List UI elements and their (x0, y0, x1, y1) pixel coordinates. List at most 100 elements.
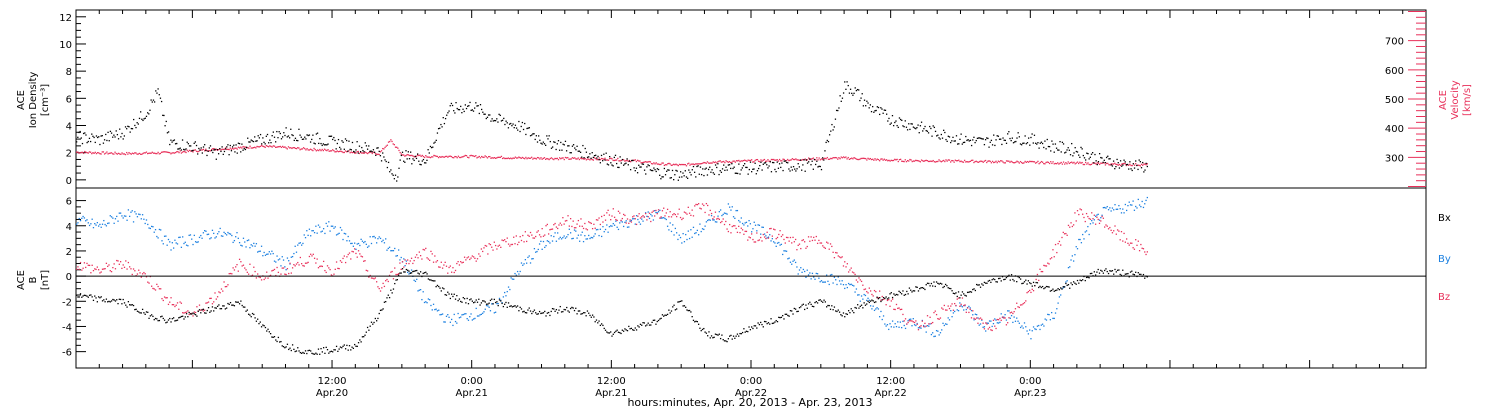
data-point-bx (682, 305, 684, 307)
data-point-ion-density (1039, 142, 1041, 144)
data-point-by (641, 218, 643, 220)
data-point-ion-density (140, 111, 142, 113)
data-point-ion-density (698, 173, 700, 175)
data-point-by (542, 240, 545, 243)
data-point-bz (628, 222, 630, 225)
data-point-by (529, 262, 532, 264)
data-point-bz (1017, 306, 1019, 308)
data-point-bx (917, 290, 920, 292)
data-point-ion-density (477, 105, 479, 107)
data-point-by (163, 235, 166, 237)
data-point-bx (709, 337, 711, 339)
data-point-bz (409, 260, 411, 262)
data-point-ion-density (1094, 153, 1096, 156)
data-point-ion-density (1055, 147, 1058, 149)
data-point-bz (158, 288, 161, 290)
data-point-by (1093, 219, 1095, 221)
data-point-bx (877, 298, 880, 300)
data-point-velocity (877, 158, 880, 161)
data-point-bz (855, 279, 858, 281)
data-point-bz (807, 236, 810, 238)
data-point-bx (885, 296, 887, 298)
data-point-bz (712, 218, 714, 220)
data-point-velocity (939, 160, 941, 162)
data-point-bx (912, 290, 914, 292)
data-point-ion-density (855, 89, 858, 92)
data-point-bz (952, 309, 955, 311)
data-point-velocity (298, 147, 300, 149)
data-point-velocity (767, 159, 769, 161)
data-point-ion-density (377, 147, 379, 149)
data-point-velocity (332, 149, 334, 151)
data-point-by (932, 332, 934, 334)
data-point-ion-density (938, 137, 940, 139)
data-point-by (846, 286, 848, 289)
data-point-bz (1074, 212, 1076, 214)
data-point-by (250, 244, 252, 246)
data-point-velocity (290, 147, 292, 149)
data-point-bx (986, 282, 988, 284)
data-point-bx (444, 293, 446, 296)
data-point-ion-density (950, 141, 952, 144)
data-point-ion-density (257, 135, 259, 137)
data-point-velocity (1072, 162, 1074, 164)
data-point-by (131, 210, 133, 212)
data-point-bz (1016, 302, 1018, 304)
data-point-bx (1048, 286, 1050, 288)
data-point-by (286, 257, 289, 259)
data-point-velocity (849, 158, 852, 160)
data-point-ion-density (280, 138, 283, 140)
data-point-ion-density (588, 156, 590, 158)
data-point-bz (910, 320, 912, 322)
data-point-bz (272, 269, 274, 271)
data-point-bz (109, 270, 111, 272)
data-point-by (959, 302, 961, 304)
data-point-velocity (1045, 161, 1047, 164)
data-point-ion-density (440, 123, 442, 126)
data-point-velocity (968, 161, 970, 163)
data-point-bz (1041, 270, 1044, 273)
data-point-velocity (676, 164, 678, 166)
data-point-by (990, 320, 992, 322)
data-point-by (1058, 296, 1061, 298)
data-point-bz (1010, 311, 1013, 313)
data-point-ion-density (412, 158, 414, 160)
data-point-velocity (1043, 162, 1045, 165)
data-point-bz (496, 248, 498, 250)
data-point-by (223, 231, 225, 234)
data-point-bz (1007, 322, 1009, 324)
data-point-velocity (136, 153, 138, 155)
data-point-velocity (1121, 163, 1123, 165)
data-point-by (109, 215, 111, 217)
data-point-ion-density (557, 140, 560, 142)
data-point-bz (417, 257, 419, 259)
data-point-ion-density (1095, 160, 1097, 162)
data-point-bz (567, 215, 569, 217)
data-point-velocity (795, 158, 797, 160)
data-point-ion-density (1005, 142, 1008, 144)
data-point-bx (1062, 286, 1064, 288)
data-point-ion-density (618, 166, 620, 169)
data-point-ion-density (437, 127, 440, 130)
data-point-bx (148, 317, 150, 319)
data-point-bz (613, 216, 616, 218)
data-point-bx (1113, 273, 1115, 275)
data-point-by (729, 206, 731, 208)
data-point-bx (153, 319, 155, 321)
data-point-bz (1012, 312, 1014, 315)
data-point-bz (166, 297, 168, 299)
data-point-bz (1013, 311, 1015, 313)
data-point-velocity (1032, 161, 1034, 163)
data-point-ion-density (116, 133, 119, 136)
bottom-ytick-label: 0 (66, 272, 72, 283)
data-point-bz (970, 317, 973, 319)
data-point-bz (904, 318, 907, 320)
data-point-bz (441, 267, 444, 269)
data-point-by (782, 253, 784, 256)
data-point-bz (311, 255, 313, 257)
data-point-by (179, 236, 181, 238)
data-point-bz (611, 215, 613, 217)
data-point-ion-density (719, 170, 721, 172)
data-point-ion-density (84, 132, 86, 134)
data-point-bz (407, 259, 409, 261)
